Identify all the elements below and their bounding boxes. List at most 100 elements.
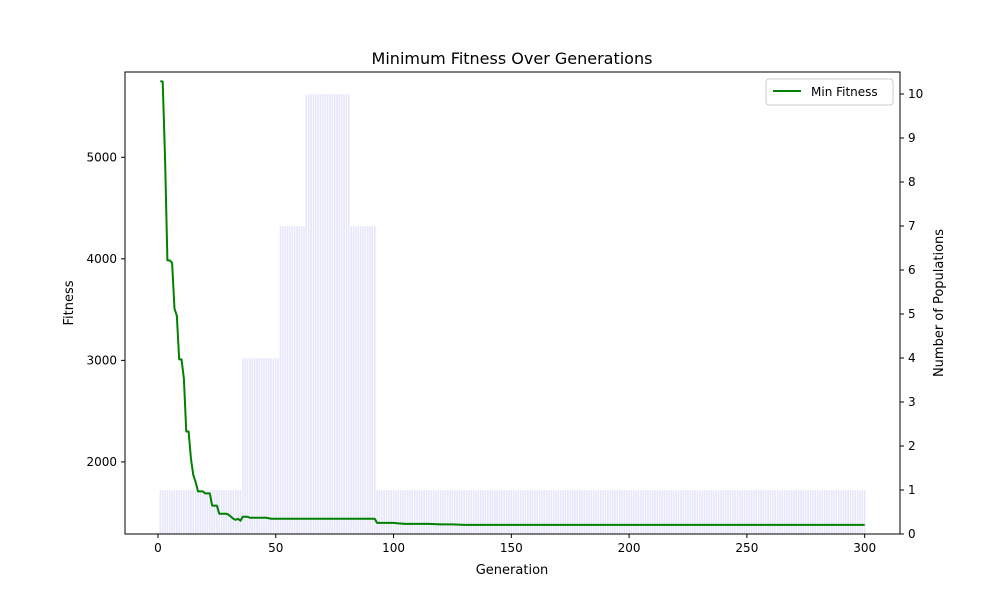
population-bar bbox=[535, 489, 539, 535]
population-bar bbox=[307, 93, 311, 535]
population-bar bbox=[429, 489, 433, 535]
population-bar bbox=[505, 489, 508, 535]
population-bar bbox=[184, 489, 188, 535]
population-bar bbox=[283, 225, 287, 535]
population-bar bbox=[366, 225, 369, 535]
population-bar bbox=[752, 489, 756, 535]
y-axis-label: Fitness bbox=[62, 280, 77, 325]
population-bar bbox=[354, 225, 358, 535]
population-bar bbox=[719, 489, 723, 535]
population-bar bbox=[585, 489, 589, 535]
population-bar bbox=[265, 357, 268, 535]
population-bar bbox=[394, 489, 398, 535]
population-bar bbox=[592, 489, 596, 535]
population-bar bbox=[632, 489, 636, 535]
population-bar bbox=[215, 489, 219, 535]
y-tick-label: 3000 bbox=[86, 353, 117, 367]
population-bar bbox=[542, 489, 546, 535]
population-bar bbox=[648, 489, 652, 535]
population-bar bbox=[863, 489, 866, 535]
population-bar bbox=[220, 489, 223, 535]
population-bar bbox=[846, 489, 850, 535]
y2-tick-label: 9 bbox=[908, 131, 916, 145]
population-bar bbox=[599, 489, 603, 535]
population-bar bbox=[213, 489, 216, 535]
population-bar bbox=[703, 489, 706, 535]
population-bar bbox=[785, 489, 789, 535]
x-tick-label: 0 bbox=[154, 541, 162, 555]
population-bar bbox=[797, 489, 801, 535]
population-bar bbox=[274, 357, 278, 535]
population-bar bbox=[545, 489, 548, 535]
population-bar bbox=[288, 225, 292, 535]
population-bar bbox=[557, 489, 560, 535]
population-bar bbox=[389, 489, 393, 535]
y2-tick-label: 6 bbox=[908, 263, 916, 277]
x-tick-label: 100 bbox=[382, 541, 405, 555]
population-bar bbox=[578, 489, 581, 535]
y2-tick-label: 10 bbox=[908, 87, 923, 101]
population-bar bbox=[411, 489, 414, 535]
population-bar bbox=[547, 489, 551, 535]
population-bar bbox=[361, 225, 365, 535]
population-bar bbox=[453, 489, 457, 535]
population-bar bbox=[660, 489, 664, 535]
population-bar bbox=[286, 225, 289, 535]
population-bar bbox=[290, 225, 294, 535]
population-bar bbox=[731, 489, 735, 535]
population-bar bbox=[340, 93, 344, 535]
population-bar bbox=[717, 489, 720, 535]
population-bar bbox=[427, 489, 431, 535]
population-bar bbox=[446, 489, 450, 535]
population-bar bbox=[674, 489, 678, 535]
y2-tick-label: 0 bbox=[908, 527, 916, 541]
population-bar bbox=[587, 489, 591, 535]
population-bar bbox=[293, 225, 296, 535]
population-bar bbox=[837, 489, 841, 535]
population-bar bbox=[206, 489, 209, 535]
population-bar bbox=[710, 489, 713, 535]
population-bar bbox=[677, 489, 680, 535]
population-bar bbox=[196, 489, 200, 535]
population-bar bbox=[189, 489, 193, 535]
population-bar bbox=[839, 489, 843, 535]
population-bar bbox=[246, 357, 249, 535]
population-bar bbox=[856, 489, 859, 535]
population-bar bbox=[559, 489, 563, 535]
population-bar bbox=[571, 489, 574, 535]
y2-tick-label: 5 bbox=[908, 307, 916, 321]
population-bar bbox=[616, 489, 619, 535]
population-bar bbox=[300, 225, 303, 535]
population-bar bbox=[201, 489, 205, 535]
population-bar bbox=[444, 489, 447, 535]
population-bar bbox=[804, 489, 808, 535]
population-bar bbox=[750, 489, 753, 535]
population-bar bbox=[335, 93, 339, 535]
population-bar bbox=[611, 489, 614, 535]
population-bar bbox=[173, 489, 176, 535]
population-bar bbox=[347, 93, 351, 535]
population-bar bbox=[401, 489, 405, 535]
population-bar bbox=[809, 489, 812, 535]
population-bar bbox=[491, 489, 494, 535]
population-bar bbox=[653, 489, 657, 535]
population-bar bbox=[378, 489, 381, 535]
population-bar bbox=[641, 489, 645, 535]
population-bar bbox=[255, 357, 259, 535]
population-bar bbox=[241, 357, 245, 535]
population-bar bbox=[776, 489, 779, 535]
population-bar bbox=[203, 489, 207, 535]
population-bar bbox=[484, 489, 487, 535]
y2-tick-label: 8 bbox=[908, 175, 916, 189]
x-tick-label: 150 bbox=[500, 541, 523, 555]
population-bar bbox=[519, 489, 523, 535]
population-bar bbox=[583, 489, 586, 535]
population-bar bbox=[726, 489, 730, 535]
population-bar bbox=[163, 489, 167, 535]
population-bar bbox=[526, 489, 530, 535]
population-bar bbox=[262, 357, 266, 535]
y-axis-left: 2000 3000 4000 5000 bbox=[86, 150, 125, 469]
population-bar bbox=[279, 225, 282, 535]
population-bar bbox=[828, 489, 831, 535]
population-bar bbox=[816, 489, 819, 535]
